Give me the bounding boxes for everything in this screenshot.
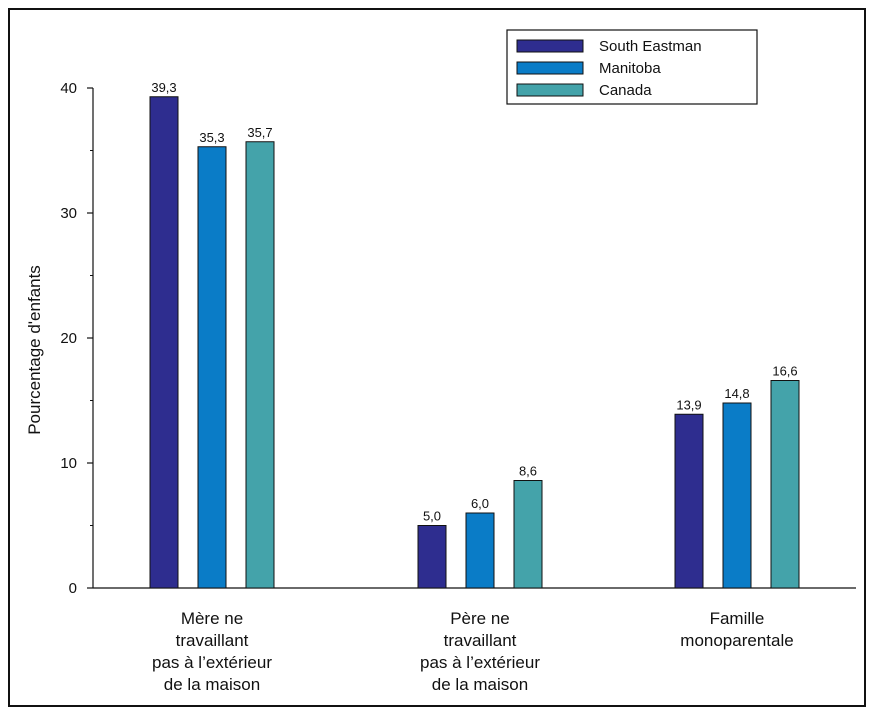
bar — [149, 96, 179, 589]
legend-swatch — [516, 61, 584, 75]
bar — [722, 402, 752, 589]
y-axis-label: Pourcentage d'enfants — [25, 265, 44, 435]
category-label: Famille monoparentale — [680, 609, 793, 650]
bar-value-label: 35,7 — [247, 125, 272, 140]
bar-value-label: 14,8 — [724, 386, 749, 401]
category-label-line: pas à l’extérieur — [420, 653, 540, 672]
bar — [770, 380, 800, 589]
category-label-line: pas à l’extérieur — [152, 653, 272, 672]
y-tick-label: 40 — [60, 80, 77, 97]
legend-label: Canada — [599, 82, 652, 99]
category-label-line: Mère ne — [181, 609, 243, 628]
legend-swatch — [516, 39, 584, 53]
bar-value-label: 13,9 — [676, 397, 701, 412]
y-tick-label: 30 — [60, 205, 77, 222]
legend-label: Manitoba — [599, 60, 661, 77]
bar — [197, 146, 227, 589]
bar — [674, 413, 704, 589]
bar — [513, 480, 543, 589]
y-tick-label: 0 — [69, 580, 77, 597]
category-label: Père ne travaillant pas à l’extérieur de la… — [420, 609, 540, 694]
bar — [245, 141, 275, 589]
bar-value-label: 8,6 — [519, 464, 537, 479]
legend: South Eastman Manitoba Canada — [506, 29, 758, 105]
category-label-line: Famille — [710, 609, 765, 628]
bars: 39,3 5,0 13,9 35,3 6,0 14,8 35,7 8,6 16,6 — [149, 80, 800, 589]
category-label-line: Père ne — [450, 609, 510, 628]
bar-value-label: 35,3 — [199, 130, 224, 145]
y-tick-label: 10 — [60, 455, 77, 472]
category-label-line: travaillant — [176, 631, 249, 650]
bar-value-label: 39,3 — [151, 80, 176, 95]
legend-swatch — [516, 83, 584, 97]
bar-value-label: 5,0 — [423, 509, 441, 524]
bar — [465, 512, 495, 589]
legend-label: South Eastman — [599, 38, 702, 55]
y-tick-label: 20 — [60, 330, 77, 347]
category-label: Mère ne travaillant pas à l’extérieur de la… — [152, 609, 272, 694]
category-label-line: monoparentale — [680, 631, 793, 650]
bar — [417, 525, 447, 589]
category-label-line: de la maison — [164, 675, 260, 694]
category-label-line: travaillant — [444, 631, 517, 650]
category-labels: Mère ne travaillant pas à l’extérieur de la… — [152, 609, 794, 694]
category-label-line: de la maison — [432, 675, 528, 694]
bar-value-label: 16,6 — [772, 364, 797, 379]
bar-value-label: 6,0 — [471, 496, 489, 511]
